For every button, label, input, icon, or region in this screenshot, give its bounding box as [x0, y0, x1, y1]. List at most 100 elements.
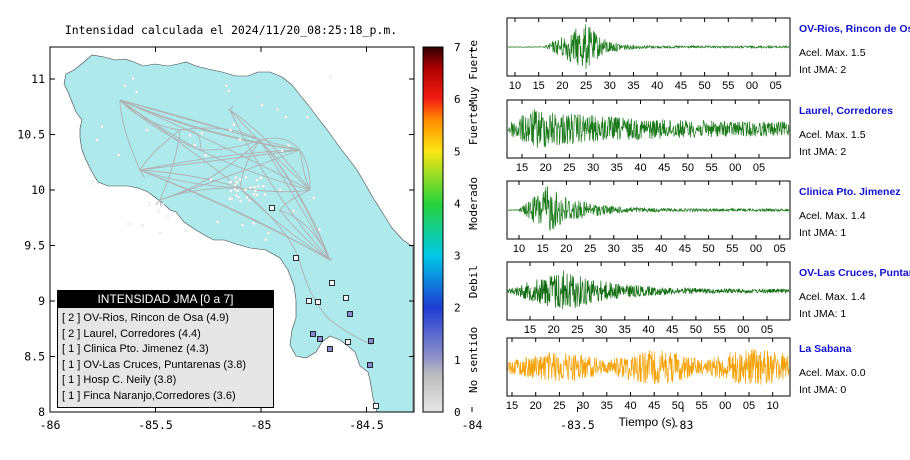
colorbar-band [423, 55, 443, 57]
town-marker [131, 76, 135, 80]
town-marker [224, 84, 228, 88]
town-marker [318, 228, 321, 231]
colorbar-band [423, 337, 443, 339]
road [199, 139, 261, 151]
colorbar-band [423, 57, 443, 59]
colorbar-band [423, 47, 443, 49]
colorbar-band [423, 240, 443, 242]
colorbar-band [423, 101, 443, 103]
town-marker [228, 197, 232, 201]
colorbar-tick-label: 2 [454, 302, 461, 315]
waveform-tick-label: 35 [601, 400, 613, 412]
station-intensity: Int JMA: 0 [799, 384, 846, 396]
colorbar-band [423, 332, 443, 334]
waveform-tick-label: 35 [627, 80, 639, 92]
colorbar-band [423, 304, 443, 306]
waveform-panel: 15 20 25 30 35 40 45 50 55 00 05 OV-Las Cruces, Pun… [506, 261, 910, 336]
colorbar-band [423, 266, 443, 268]
colorbar-band [423, 338, 443, 340]
colorbar-band [423, 95, 443, 97]
colorbar-band [423, 406, 443, 408]
colorbar-band [423, 152, 443, 154]
colorbar-band [423, 167, 443, 169]
waveform-panel: 15 20 25 30 35 40 45 50 55 00 05 10 La Sabana Acel. M… [506, 337, 866, 412]
colorbar-band [423, 230, 443, 232]
colorbar-band [423, 158, 443, 160]
colorbar-band [423, 271, 443, 273]
road [239, 187, 331, 261]
colorbar-band [423, 213, 443, 215]
colorbar-band [423, 53, 443, 55]
colorbar-band [423, 172, 443, 174]
legend-item: [ 2 ] Laurel, Corredores (4.4) [62, 327, 201, 340]
colorbar-band [423, 239, 443, 241]
waveform-tick-label: 55 [695, 400, 707, 412]
colorbar-band [423, 174, 443, 176]
colorbar-band [423, 135, 443, 137]
map-title: Intensidad calculada el 2024/11/20_08:25… [65, 23, 397, 37]
colorbar-band [423, 290, 443, 292]
colorbar-band [423, 111, 443, 113]
waveform-tick-label: 30 [595, 324, 607, 336]
waveform-tick-label: 25 [553, 400, 565, 412]
road [119, 99, 201, 151]
colorbar-band [423, 356, 443, 358]
colorbar-band [423, 279, 443, 281]
town-marker [140, 224, 144, 228]
colorbar-band [423, 386, 443, 388]
colorbar-band [423, 269, 443, 271]
colorbar-band [423, 387, 443, 389]
colorbar-band [423, 282, 443, 284]
colorbar-band [423, 185, 443, 187]
waveform-tick-label: 20 [530, 400, 542, 412]
station-name: Laurel, Corredores [799, 105, 893, 117]
waveform-tick-label: 25 [571, 324, 583, 336]
town-marker [328, 75, 332, 79]
road [139, 169, 145, 178]
town-marker [127, 222, 131, 226]
road [239, 139, 261, 189]
town-marker [306, 115, 309, 119]
colorbar-band [423, 149, 443, 151]
colorbar-band [423, 182, 443, 184]
colorbar-band [423, 61, 443, 63]
waveform-panel: 10 15 20 25 30 35 40 45 50 55 00 05 OV-Rios, Rincon … [506, 17, 910, 92]
colorbar-band [423, 58, 443, 60]
town-marker [248, 199, 251, 203]
colorbar-band [423, 367, 443, 369]
station-marker [306, 298, 312, 304]
colorbar-band [423, 343, 443, 345]
colorbar-band [423, 219, 443, 221]
colorbar-band [423, 153, 443, 155]
colorbar-band [423, 344, 443, 346]
colorbar-band [423, 108, 443, 110]
colorbar-band [423, 195, 443, 197]
colorbar-band [423, 286, 443, 288]
colorbar-band [423, 379, 443, 381]
colorbar-band [423, 144, 443, 146]
colorbar-band [423, 408, 443, 410]
colorbar-band [423, 208, 443, 210]
town-marker [91, 181, 94, 185]
waveform-tick-label: 00 [750, 243, 762, 255]
colorbar-band [423, 159, 443, 161]
town-marker [147, 202, 151, 206]
waveform-tick-label: 05 [753, 162, 765, 174]
colorbar-band [423, 371, 443, 373]
road [139, 169, 241, 189]
colorbar-band [423, 353, 443, 355]
colorbar-band [423, 211, 443, 213]
colorbar-band [423, 62, 443, 64]
colorbar-band [423, 202, 443, 204]
colorbar-band [423, 398, 443, 400]
colorbar-band [423, 310, 443, 312]
colorbar-band [423, 404, 443, 406]
map-x-tick-label: -84 [462, 418, 483, 432]
town-marker [278, 188, 282, 192]
town-marker [292, 209, 296, 213]
colorbar-band [423, 285, 443, 287]
road [229, 105, 234, 111]
map-x-tick-label: -85 [251, 418, 272, 432]
road [329, 258, 333, 261]
town-marker [188, 134, 192, 137]
